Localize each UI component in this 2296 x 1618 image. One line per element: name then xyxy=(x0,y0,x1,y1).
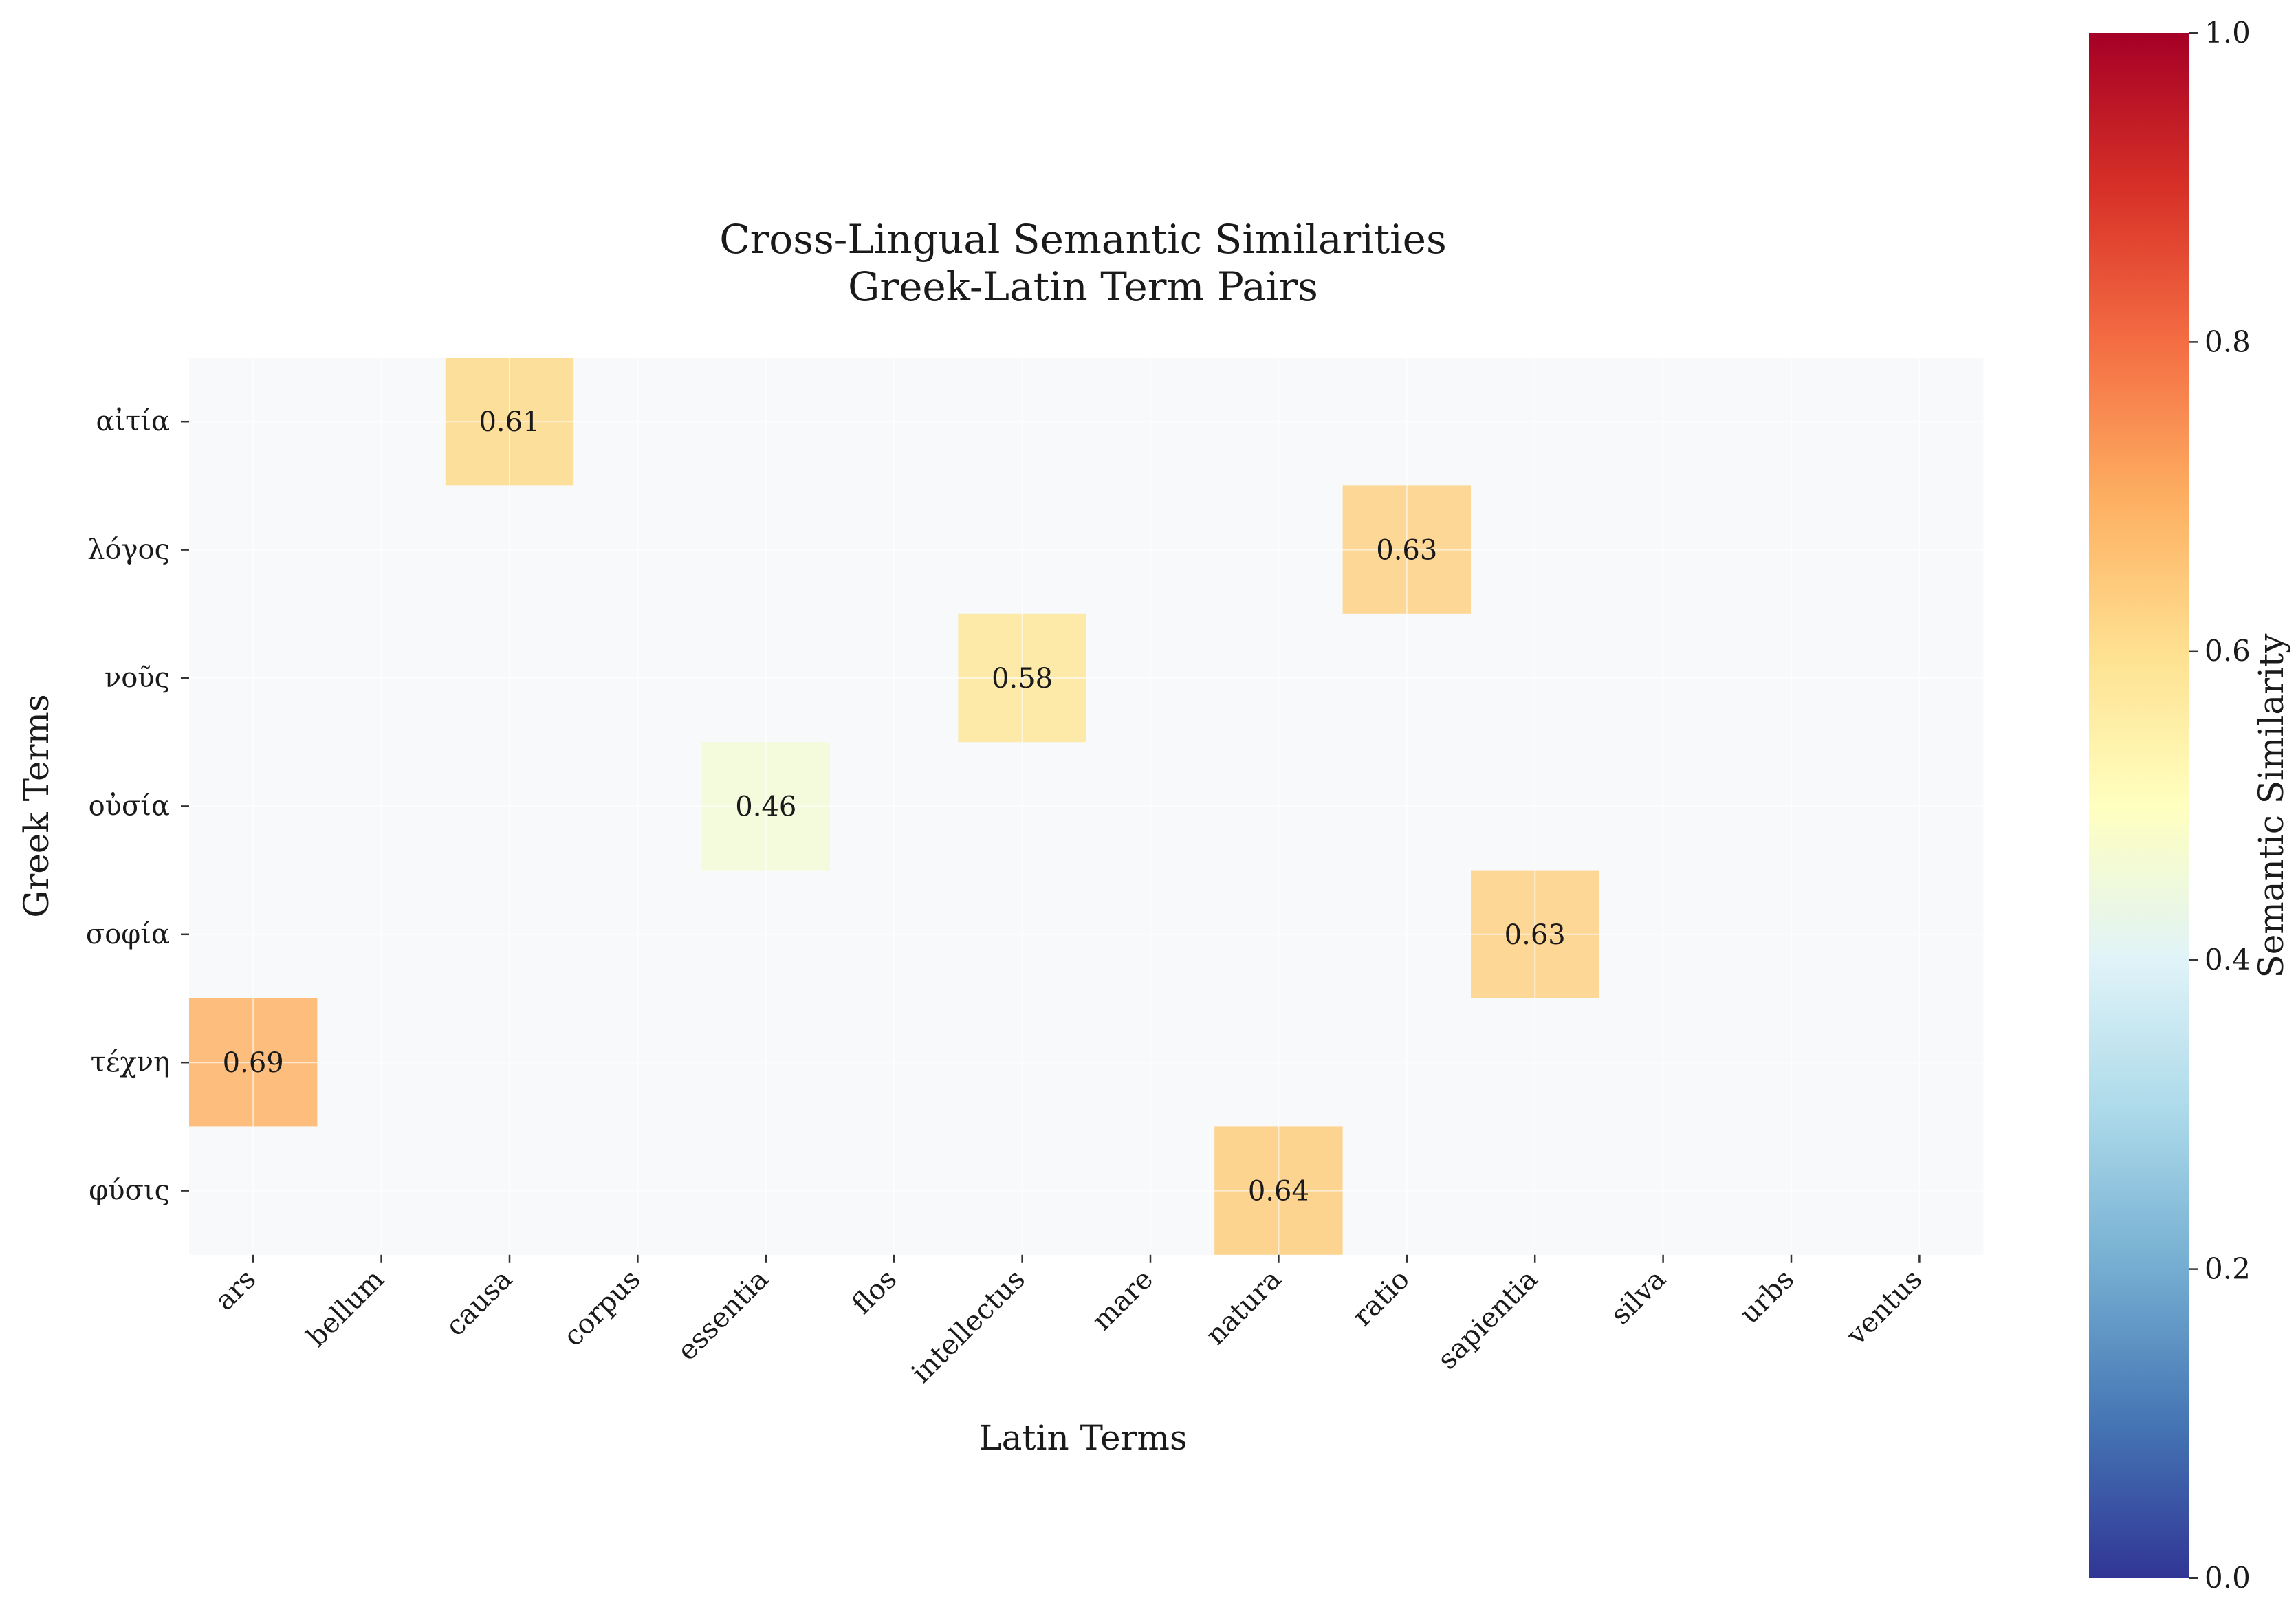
x-tick-label: mare xyxy=(1086,1263,1159,1336)
y-axis-label: Greek Terms xyxy=(17,694,56,917)
x-tick-label: causa xyxy=(439,1263,518,1342)
colorbar-tick-label: 0.8 xyxy=(2205,325,2251,358)
y-tick-label: λόγος xyxy=(87,534,170,566)
y-tick-label: οὐσία xyxy=(89,790,170,822)
x-tick-label: ventus xyxy=(1840,1263,1928,1351)
y-tick-label: σοφία xyxy=(86,919,170,950)
cell-value-label: 0.46 xyxy=(735,791,796,822)
x-tick-label: silva xyxy=(1605,1263,1672,1331)
y-tick-label: τέχνη xyxy=(91,1047,170,1078)
cell-value-label: 0.58 xyxy=(992,663,1053,695)
x-tick-label: ratio xyxy=(1347,1263,1416,1332)
grid-lines xyxy=(189,358,1984,1255)
y-tick-label: αἰτία xyxy=(96,406,170,437)
x-tick-label: urbs xyxy=(1734,1263,1800,1330)
x-tick-label: ars xyxy=(209,1263,262,1316)
x-tick-label: bellum xyxy=(300,1263,391,1353)
colorbar-tick-label: 1.0 xyxy=(2205,16,2251,50)
colorbar xyxy=(2089,33,2189,1578)
x-tick-label: sapientia xyxy=(1432,1263,1544,1375)
cell-value-label: 0.63 xyxy=(1505,919,1566,951)
cell-value-label: 0.69 xyxy=(223,1047,284,1079)
colorbar-tick-label: 0.2 xyxy=(2205,1252,2251,1286)
x-tick-label: essentia xyxy=(671,1263,775,1367)
x-axis-label: Latin Terms xyxy=(978,1418,1187,1458)
x-tick-label: natura xyxy=(1200,1263,1288,1351)
chart-title: Cross-Lingual Semantic Similarities Gree… xyxy=(719,216,1447,310)
y-tick-label: φύσις xyxy=(89,1175,170,1207)
chart-title-line-2: Greek-Latin Term Pairs xyxy=(848,263,1318,310)
x-tick-label: corpus xyxy=(558,1263,647,1353)
y-tick-label: νοῦς xyxy=(105,662,170,694)
cell-value-label: 0.64 xyxy=(1248,1176,1309,1207)
colorbar-tick-label: 0.6 xyxy=(2205,634,2251,668)
colorbar-tick-label: 0.4 xyxy=(2205,943,2251,976)
colorbar-ticks: 0.0 0.2 0.4 0.6 0.8 1.0 xyxy=(2189,16,2251,1595)
cell-labels: 0.61 0.63 0.58 0.46 0.63 0.69 0.64 xyxy=(223,406,1566,1207)
x-tick-label: flos xyxy=(846,1263,903,1320)
chart-title-line-1: Cross-Lingual Semantic Similarities xyxy=(719,216,1447,263)
x-axis-ticks: ars bellum causa corpus essentia flos intellec… xyxy=(209,1254,1928,1389)
y-axis-ticks: αἰτία λόγος νοῦς οὐσία σοφία τέχνη φύσις xyxy=(86,406,189,1207)
x-tick-label: intellectus xyxy=(906,1263,1031,1389)
cell-value-label: 0.61 xyxy=(479,406,540,438)
cell-value-label: 0.63 xyxy=(1376,535,1437,567)
colorbar-tick-label: 0.0 xyxy=(2205,1561,2251,1595)
colorbar-label: Semantic Similarity xyxy=(2251,633,2291,979)
